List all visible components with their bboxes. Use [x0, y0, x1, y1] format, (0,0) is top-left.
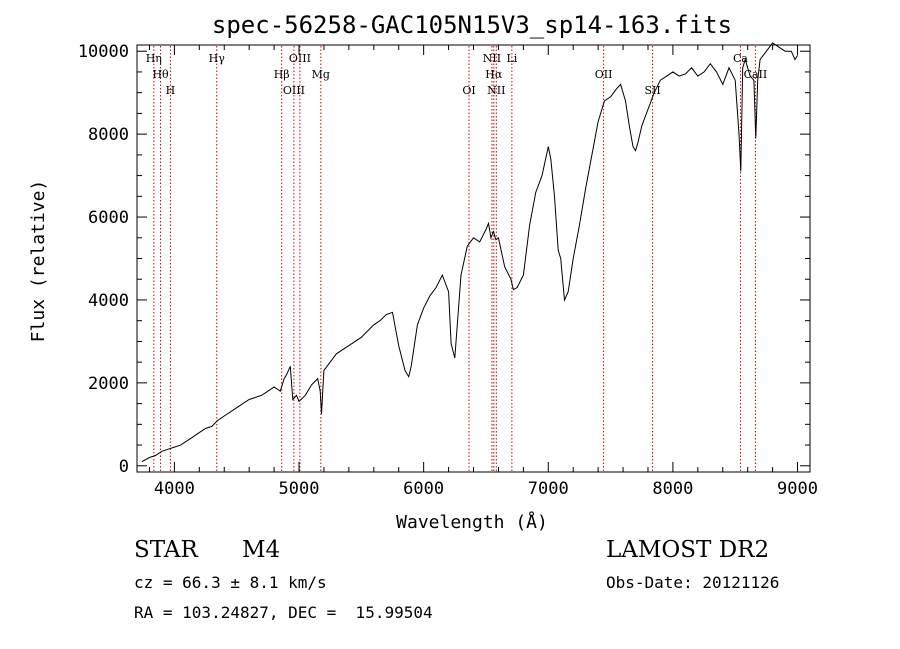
line-marker-label: OII: [595, 68, 613, 81]
x-tick-label: 8000: [652, 479, 693, 499]
line-marker-label: CaII: [744, 68, 768, 81]
x-tick-label: 7000: [528, 479, 569, 499]
obs-date-text: Obs-Date: 20121126: [606, 573, 780, 592]
line-marker-label: SII: [644, 84, 660, 97]
subclass-label: M4: [242, 537, 281, 563]
line-marker-label: NII: [487, 84, 505, 97]
spectral-line-labels: HηHθHHγHβOIIIOIIIMgOINIIHαNIILiOIISIICaC…: [146, 52, 768, 97]
line-marker-label: Hγ: [209, 52, 226, 65]
line-marker-label: Hθ: [152, 68, 169, 81]
plot-frame: [136, 44, 811, 473]
redshift-text: cz = 66.3 ± 8.1 km/s: [134, 573, 327, 592]
plot-area: HηHθHHγHβOIIIOIIIMgOINIIHαNIILiOIISIICaC…: [78, 42, 818, 499]
spectrum-line: [141, 42, 798, 463]
y-tick-label: 2000: [88, 374, 129, 394]
x-tick-label: 6000: [403, 479, 444, 499]
y-tick-label: 8000: [88, 125, 129, 145]
line-marker-label: Hα: [485, 68, 503, 81]
line-marker-label: Li: [506, 52, 517, 65]
y-tick-label: 10000: [78, 42, 129, 62]
y-axis-ticks: 0 2000 4000 6000 8000 10000: [78, 42, 810, 477]
y-tick-label: 6000: [88, 208, 129, 228]
line-marker-label: OI: [462, 84, 475, 97]
spectral-line-markers: [153, 46, 756, 471]
line-marker-label: Mg: [312, 68, 330, 81]
x-tick-label: 4000: [154, 479, 195, 499]
y-axis-label: Flux (relative): [28, 180, 49, 343]
line-marker-label: Hη: [146, 52, 162, 65]
x-tick-label: 5000: [279, 479, 320, 499]
line-marker-label: OIII: [283, 84, 305, 97]
y-tick-label: 0: [119, 457, 129, 477]
survey-label: LAMOST DR2: [606, 537, 770, 563]
line-marker-label: H: [166, 84, 176, 97]
x-axis-ticks: 4000 5000 6000 7000 8000 9000: [148, 45, 818, 499]
x-tick-label: 9000: [777, 479, 818, 499]
x-axis-label: Wavelength (Å): [396, 511, 548, 533]
class-label: STAR: [134, 537, 198, 563]
line-marker-label: OIII: [289, 52, 311, 65]
y-tick-label: 4000: [88, 291, 129, 311]
line-marker-label: NII: [483, 52, 501, 65]
chart-title: spec-56258-GAC105N15V3_sp14-163.fits: [212, 11, 732, 39]
line-marker-label: Hβ: [274, 68, 290, 81]
coords-text: RA = 103.24827, DEC = 15.99504: [134, 603, 433, 622]
